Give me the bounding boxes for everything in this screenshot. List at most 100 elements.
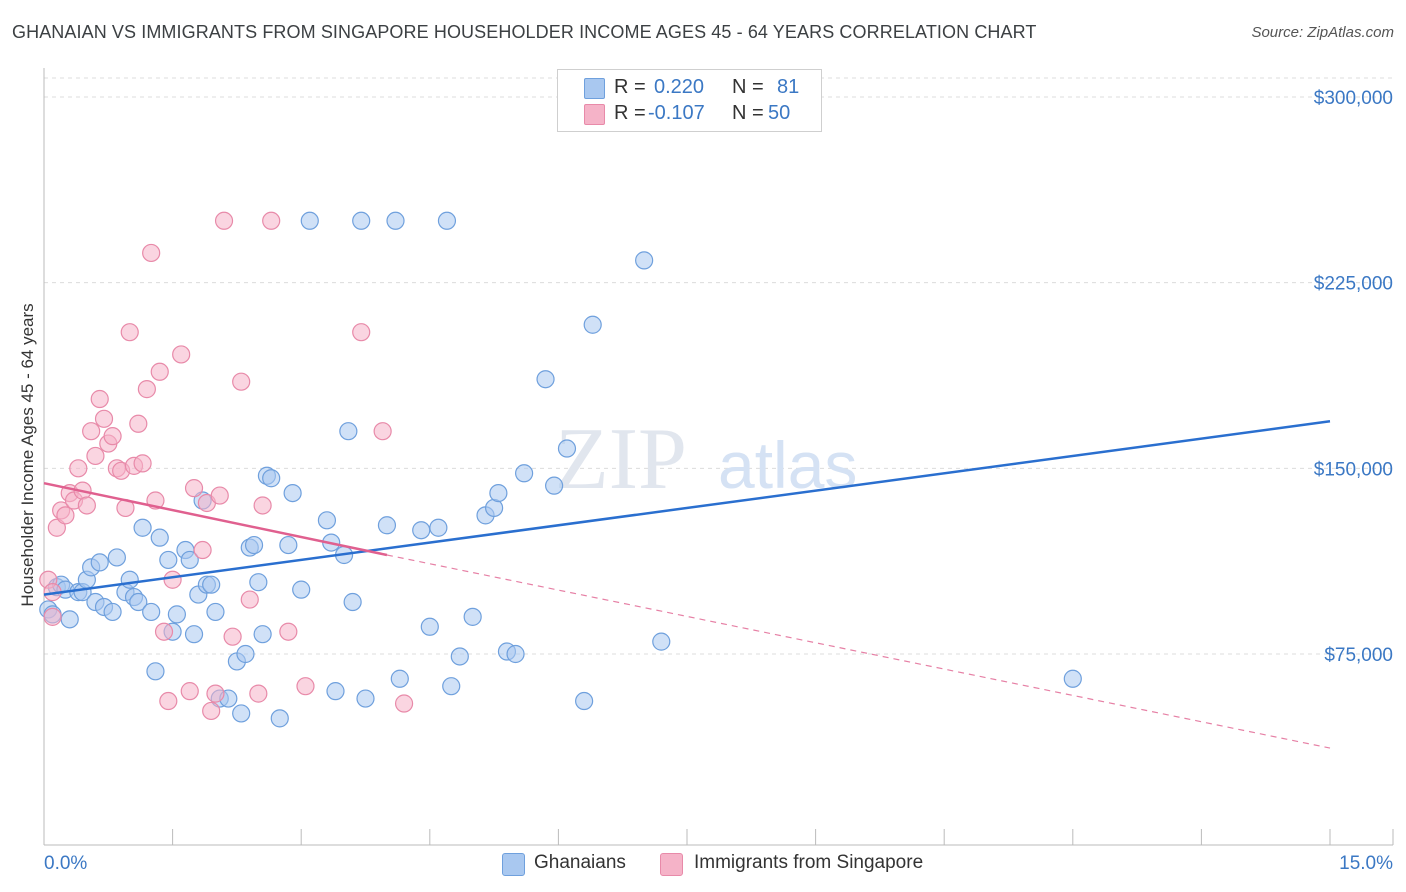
ghanaian-point [206,602,225,622]
legend-r-label: R = [614,102,646,124]
singapore-point [232,372,251,391]
singapore-point [94,409,114,428]
legend-n-label: N = [732,102,764,124]
x-tick-label: 0.0% [44,853,87,874]
ghanaian-point [583,315,602,334]
singapore-point [394,694,414,713]
singapore-point [223,627,242,646]
singapore-point [142,243,161,263]
ghanaian-point [129,592,148,612]
ghanaian-point [442,677,461,696]
ghanaian-point [292,580,311,599]
ghanaian-point [575,691,594,711]
ghanaian-point [180,550,199,570]
singapore-trend-extension [386,554,1331,749]
singapore-point [133,454,152,473]
legend-n-value: 81 [777,76,800,98]
ghanaian-point [412,521,431,540]
ghanaian-point [133,518,152,537]
ghanaian-point [339,422,358,441]
legend-swatch-singapore [660,853,683,876]
singapore-point [47,518,66,537]
ghanaian-point [120,570,139,589]
trend-lines [43,420,1331,749]
ghanaian-point [1063,669,1082,688]
chart-title: GHANAIAN VS IMMIGRANTS FROM SINGAPORE HO… [12,22,1037,42]
legend-n-value: 50 [768,102,791,124]
ghanaian-point [386,211,405,230]
legend-swatch-ghanaians [584,78,605,99]
ghanaian-point [356,689,375,708]
ghanaian-point [437,211,457,230]
singapore-point [253,496,272,515]
singapore-point [154,622,174,641]
singapore-point [69,459,88,478]
singapore-point [184,479,204,498]
singapore-point [159,691,178,711]
ghanaian-point [390,669,409,688]
ghanaian-point [300,211,319,230]
watermark: ZIP atlas [555,411,857,508]
ghanaian-point [450,647,469,666]
tick-labels: $75,000 $150,000 $225,000 $300,000 0.0% 15.0% [44,88,1393,874]
y-tick-label: $225,000 [1314,274,1393,295]
ghanaian-point [90,553,109,572]
singapore-point [82,422,101,441]
ghanaian-point [317,511,337,530]
singapore-point [43,607,62,626]
singapore-point [77,496,96,515]
ghanaian-point [420,617,439,636]
ghanaian-point [652,632,671,651]
singapore-point [120,323,139,342]
source-label: Source: ZipAtlas.com [1251,24,1394,41]
ghanaian-point [60,610,79,629]
ghanaian-point [107,548,126,567]
legend-swatch-ghanaians [502,853,525,876]
singapore-point [129,414,148,433]
ghanaian-point [253,625,272,644]
ghanaian-point [150,528,169,547]
singapore-point [206,684,225,703]
y-tick-label: $75,000 [1324,645,1393,666]
ghanaian-point [463,607,482,626]
legend-r-value: -0.107 [648,102,705,124]
singapore-point [352,323,371,342]
legend-label-singapore: Immigrants from Singapore [694,852,924,873]
y-axis-title: Householder Income Ages 45 - 64 years [18,303,37,606]
ghanaian-point [202,575,221,594]
ghanaian-point [103,602,122,622]
correlation-legend: R = 0.220 N = 81 R = -0.107 N = 50 [557,69,822,132]
y-tick-label: $300,000 [1314,88,1393,109]
ghanaian-point [326,682,345,701]
legend-r-value: 0.220 [654,76,705,98]
ghanaian-point [283,483,302,503]
ghanaian-point [167,605,186,624]
legend-r-label: R = [614,76,646,98]
singapore-point [193,540,212,560]
ghanaian-point [279,535,298,555]
singapore-point [172,345,191,364]
watermark-atlas: atlas [718,428,857,502]
singapore-point [56,506,75,525]
ghanaian-point [635,251,654,270]
singapore-point [86,446,105,466]
singapore-point [103,427,122,446]
singapore-point [279,622,298,641]
ghanaian-point [429,518,448,537]
y-tick-label: $150,000 [1314,459,1393,480]
legend-n-label: N = [732,76,764,98]
ghanaian-point [536,370,555,389]
ghanaian-point [506,644,525,664]
singapore-point [180,682,199,701]
ghanaian-point [262,469,281,488]
ghanaian-point [557,439,577,458]
ghanaian-point [236,644,255,664]
ghanaian-point [515,464,534,483]
ghanaian-point [184,625,204,644]
ghanaian-point [545,476,564,495]
singapore-point [240,590,259,609]
singapore-point [373,422,392,441]
singapore-point [137,380,156,399]
legend-label-ghanaians: Ghanaians [534,852,626,873]
ghanaian-point [343,592,362,612]
